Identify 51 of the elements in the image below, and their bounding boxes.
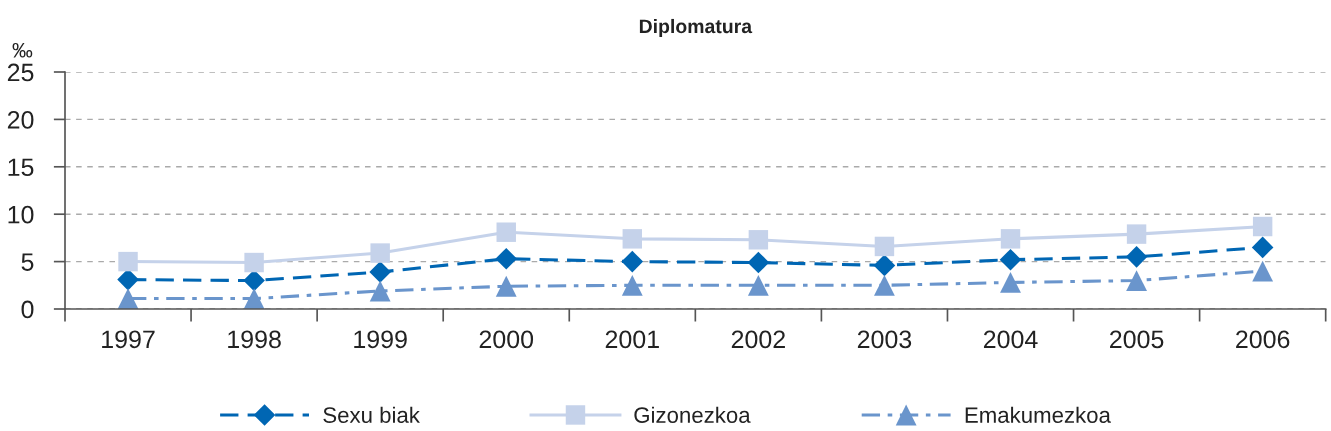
point [873,254,896,277]
point [999,248,1022,271]
point [874,274,895,296]
y-tick-label: 10 [8,205,34,224]
x-tick-label: 1997 [102,330,155,349]
point [1251,236,1274,259]
point [370,243,390,263]
point [1000,272,1021,293]
x-tick-label: 2000 [479,330,534,349]
point [747,274,769,296]
legend-label: Sexu biak [323,406,420,423]
y-axis-title: ‰ [12,42,33,58]
x-tick-label: 2001 [605,330,659,349]
point [1126,224,1147,244]
point [496,222,516,242]
point [495,275,517,297]
x-tick-label: 2002 [731,330,785,349]
y-tick-label: 20 [7,111,34,129]
point [1000,229,1021,249]
x-tick-label: 2006 [1236,330,1290,349]
point [1252,216,1273,237]
point [622,229,643,249]
legend-label: Gizonezkoa [634,406,751,423]
x-tick-label: 1998 [228,330,281,349]
point [621,274,643,296]
x-tick-label: 2005 [1110,330,1164,349]
x-tick-label: 1999 [354,330,407,349]
point [874,236,895,257]
point [621,250,644,273]
point [495,247,518,270]
point [747,251,770,274]
point [369,280,391,302]
point [243,288,265,309]
point [118,251,138,272]
x-tick-label: 2003 [857,330,912,349]
chart-title: Diplomatura [639,18,753,38]
point [244,252,264,273]
x-tick-label: 2004 [983,330,1038,349]
legend-label: Emakumezkoa [965,406,1111,423]
point [369,261,391,283]
point [243,269,265,292]
y-tick-label: 25 [7,63,34,82]
y-tick-label: 15 [8,158,34,177]
point [1125,246,1148,268]
y-tick-label: 5 [21,253,34,271]
point [748,230,769,250]
y-tick-label: 0 [21,300,34,319]
point [1126,270,1147,291]
point [117,288,139,309]
point [1252,260,1274,282]
point [117,268,139,291]
